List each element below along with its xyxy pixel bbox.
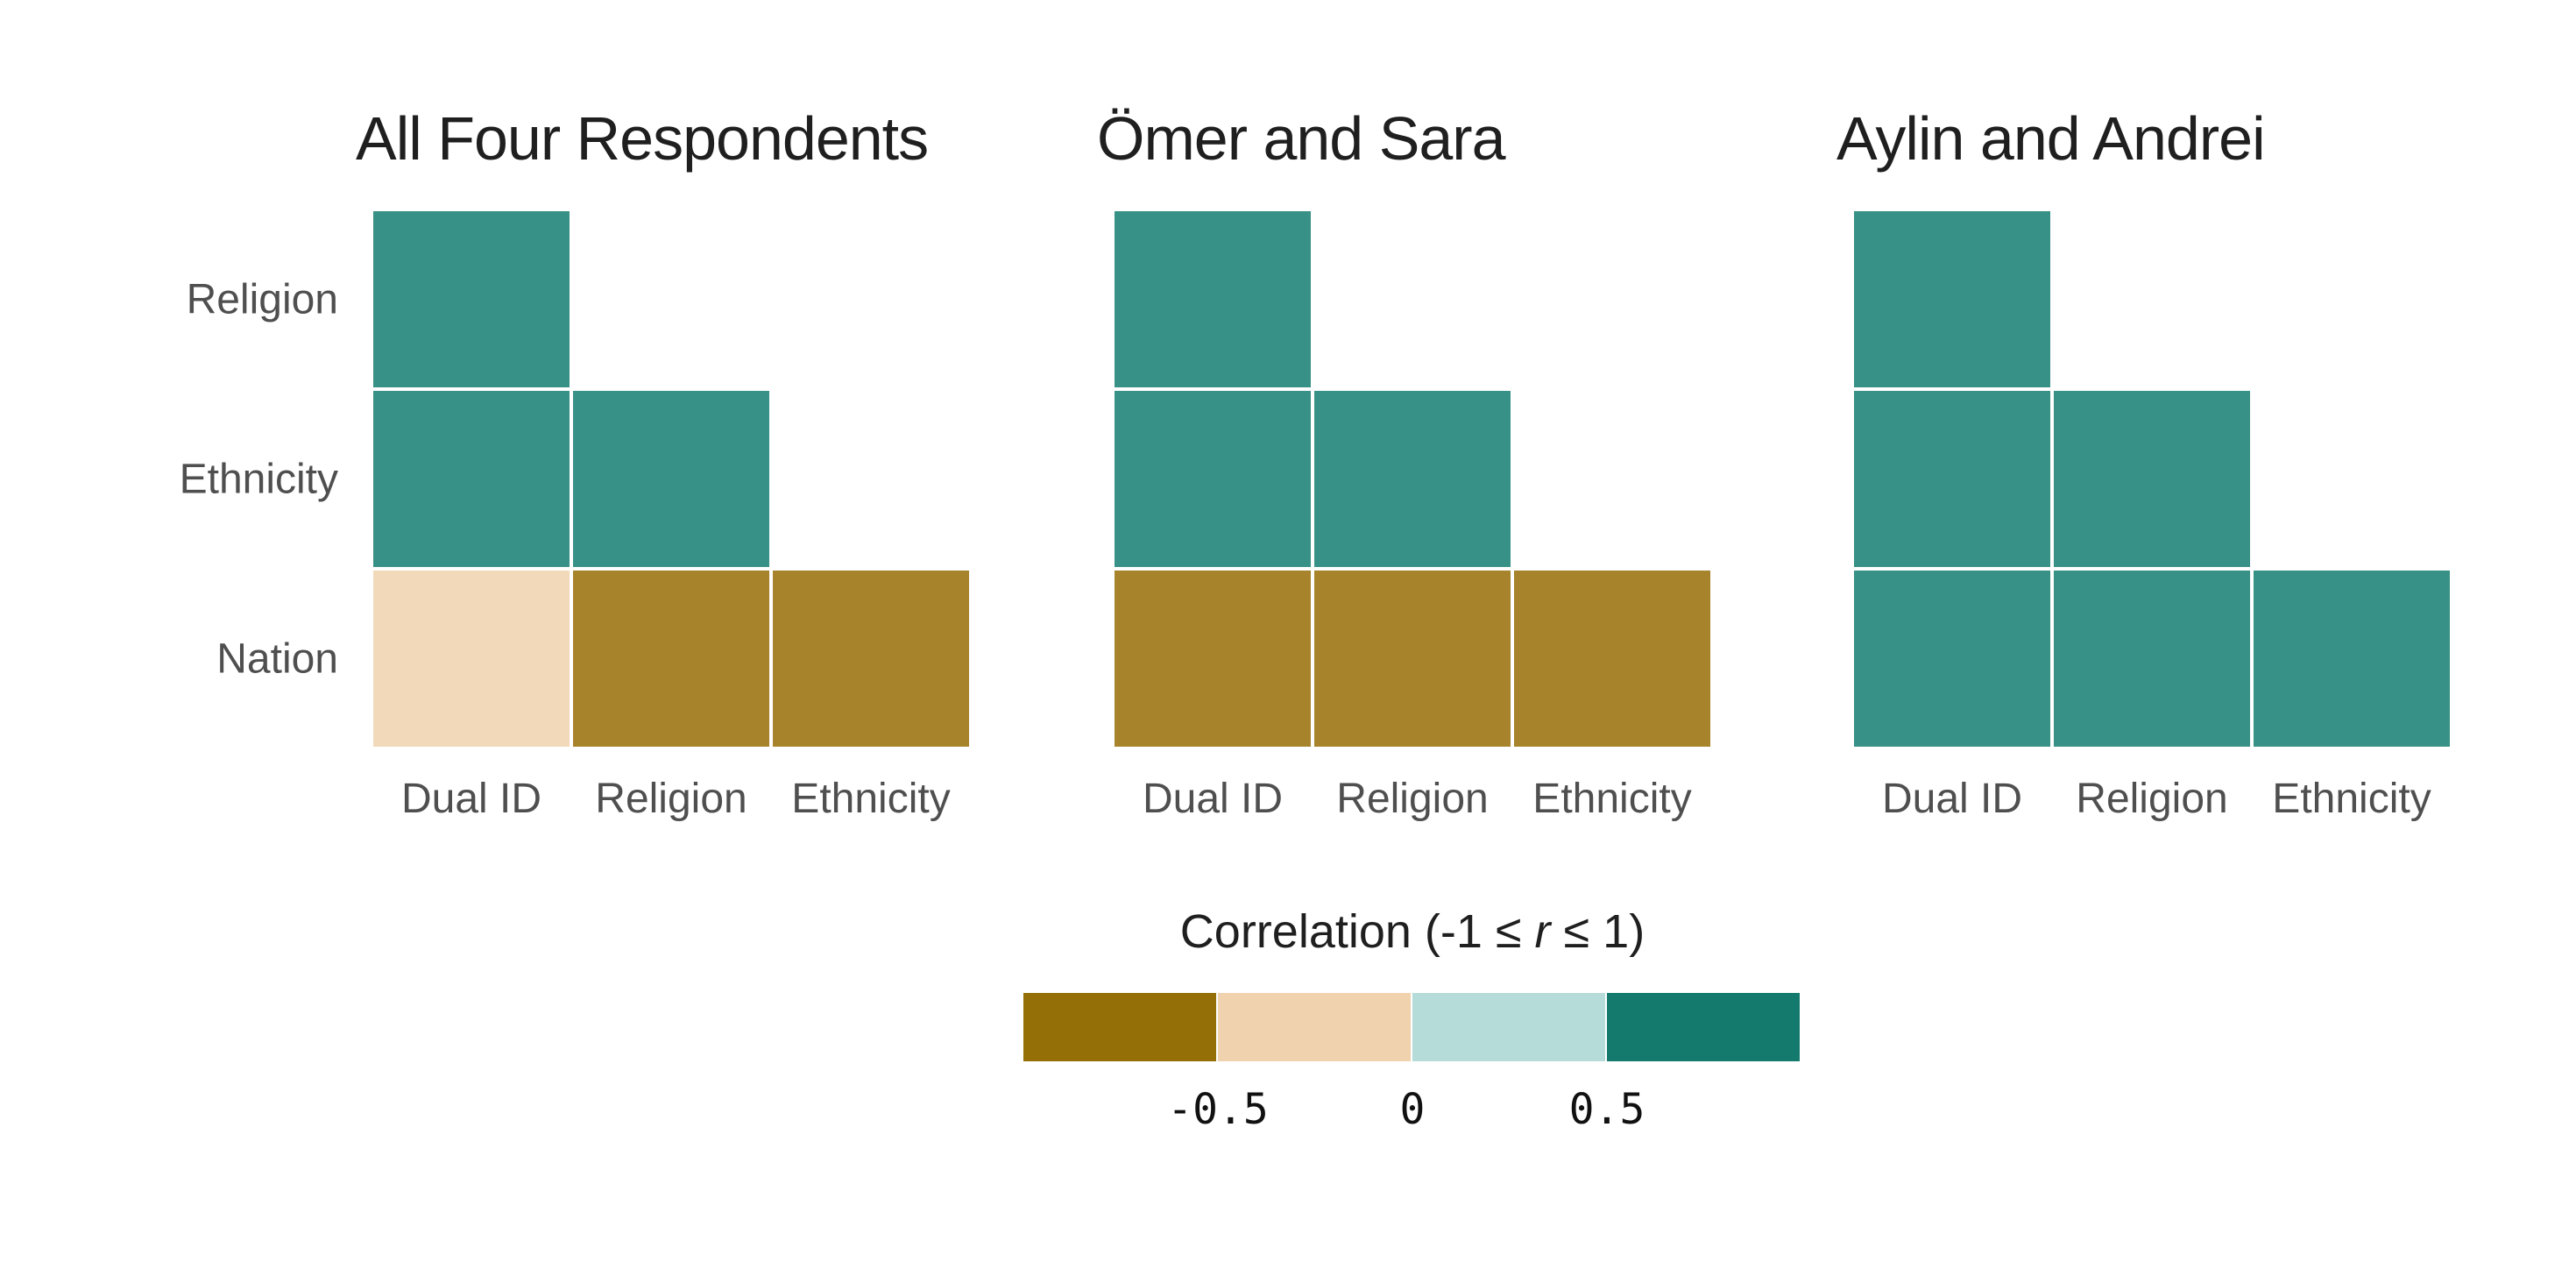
- legend-title-suffix: ≤ 1): [1550, 905, 1645, 958]
- x-axis-label-religion: Religion: [1336, 776, 1489, 822]
- y-axis-label-nation: Nation: [216, 635, 338, 683]
- heatmap-cell: [1514, 571, 1710, 747]
- legend-tick-zero: 0: [1399, 1085, 1426, 1134]
- legend-title-prefix: Correlation (-1 ≤: [1179, 905, 1535, 958]
- y-axis-label-religion: Religion: [186, 276, 338, 323]
- heatmap-cell: [1314, 391, 1511, 567]
- y-axis-label-ethnicity: Ethnicity: [179, 456, 338, 503]
- x-axis-label-dual-id: Dual ID: [1142, 776, 1284, 822]
- heatmap-cell: [773, 571, 969, 747]
- heatmap-cell: [2054, 391, 2250, 567]
- heatmap-cell: [373, 571, 570, 747]
- legend-swatch-strong-negative: [1023, 993, 1216, 1061]
- facet-title-all-four-respondents: All Four Respondents: [356, 104, 929, 173]
- x-axis-label-dual-id: Dual ID: [400, 776, 542, 822]
- x-axis-label-religion: Religion: [2076, 776, 2228, 822]
- legend-tick-pos-0-5: 0.5: [1568, 1085, 1645, 1134]
- x-axis-label-dual-id: Dual ID: [1881, 776, 2023, 822]
- legend-swatch-weak-negative: [1218, 993, 1411, 1061]
- heatmap-cell: [573, 391, 769, 567]
- x-axis-label-religion: Religion: [595, 776, 747, 822]
- heatmap-cell: [373, 391, 570, 567]
- heatmap-cell: [1115, 211, 1311, 387]
- heatmap-cell: [373, 211, 570, 387]
- heatmap-cell: [1854, 571, 2050, 747]
- x-axis-label-ethnicity: Ethnicity: [791, 776, 951, 822]
- legend-swatch-strong-positive: [1607, 993, 1800, 1061]
- heatmap-cell: [1115, 391, 1311, 567]
- x-axis-label-ethnicity: Ethnicity: [2272, 776, 2431, 822]
- heatmap-cell: [1854, 391, 2050, 567]
- legend-title: Correlation (-1 ≤ r ≤ 1): [1180, 904, 1645, 959]
- heatmap-cell: [573, 571, 769, 747]
- heatmap-cell: [1115, 571, 1311, 747]
- legend-tick-neg-0-5: -0.5: [1167, 1085, 1269, 1134]
- heatmap-cell: [2054, 571, 2250, 747]
- legend-swatch-weak-positive: [1412, 993, 1605, 1061]
- x-axis-label-ethnicity: Ethnicity: [1532, 776, 1692, 822]
- facet-title-omer-and-sara: Ömer and Sara: [1097, 104, 1506, 173]
- legend-title-r: r: [1534, 905, 1551, 958]
- facet-title-aylin-and-andrei: Aylin and Andrei: [1836, 104, 2266, 173]
- heatmap-cell: [2254, 571, 2450, 747]
- heatmap-cell: [1314, 571, 1511, 747]
- heatmap-cell: [1854, 211, 2050, 387]
